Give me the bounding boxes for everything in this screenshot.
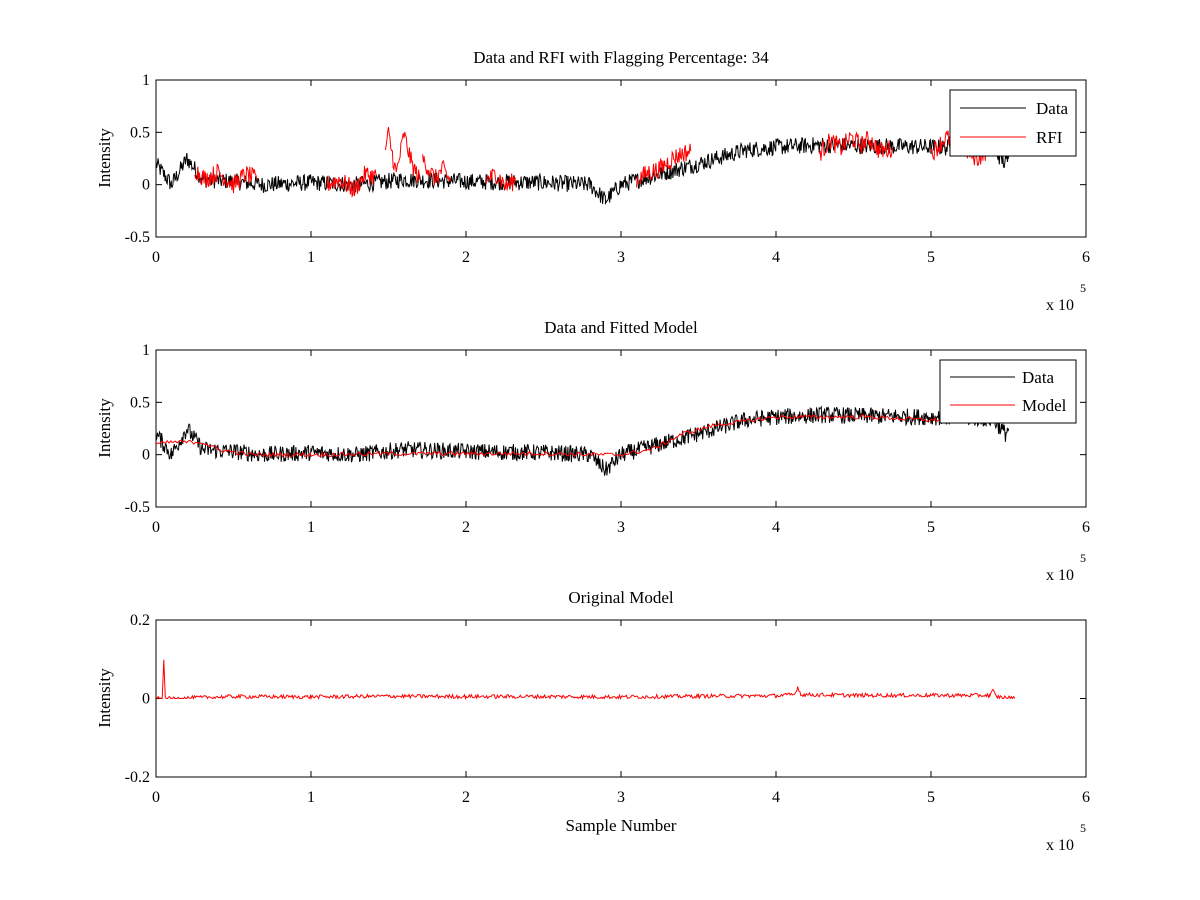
x-exponent: 5 xyxy=(1080,281,1086,295)
series-line-data xyxy=(156,136,1009,206)
series-group xyxy=(156,405,1009,476)
y-tick-label: -0.5 xyxy=(125,499,150,516)
rfi-segment xyxy=(818,131,893,161)
rfi-segment xyxy=(422,154,451,186)
x-tick-label: 2 xyxy=(462,789,470,806)
legend: Data Model xyxy=(939,359,1077,424)
x-tick-label: 0 xyxy=(152,519,160,536)
y-tick-label: 0.2 xyxy=(130,612,150,629)
x-tick-label: 1 xyxy=(307,249,315,266)
rfi-segment xyxy=(384,127,420,183)
axes-box xyxy=(155,79,1087,238)
x-multiplier: x 10 xyxy=(1046,837,1074,854)
y-tick-label: 0.5 xyxy=(130,124,150,141)
series-group xyxy=(156,659,1016,701)
y-tick-label: 0 xyxy=(142,691,150,708)
series-line-model xyxy=(156,414,963,458)
legend-box xyxy=(939,359,1077,424)
y-tick-label: -0.5 xyxy=(125,229,150,246)
rfi-segment xyxy=(326,165,377,199)
x-tick-label: 6 xyxy=(1082,519,1090,536)
y-tick-label: 0 xyxy=(142,177,150,194)
plot-area: 0 1 2 3 4 5 6-0.500.51 xyxy=(125,342,1090,536)
legend: Data RFI xyxy=(949,89,1077,157)
rfi-segment xyxy=(485,168,517,192)
panel-title: Data and RFI with Flagging Percentage: 3… xyxy=(473,48,769,67)
y-tick-label: 0.5 xyxy=(130,394,150,411)
x-tick-label: 4 xyxy=(772,789,780,806)
x-tick-label: 3 xyxy=(617,789,625,806)
plot-area: 0 1 2 3 4 5 6-0.200.2 xyxy=(125,612,1090,806)
y-tick-label: 0 xyxy=(142,447,150,464)
y-tick-label: 1 xyxy=(142,342,150,359)
x-exponent: 5 xyxy=(1080,551,1086,565)
series-line-model xyxy=(156,659,1016,701)
x-tick-label: 3 xyxy=(617,249,625,266)
y-axis-label: Intensity xyxy=(95,128,114,188)
rfi-panel: Data and RFI with Flagging Percentage: 3… xyxy=(95,48,1090,314)
series-line-data xyxy=(156,405,1009,476)
panel-title: Original Model xyxy=(568,588,674,607)
fitted-model-panel: Data and Fitted Model 0 1 2 3 4 5 6-0.500.51 I… xyxy=(95,318,1090,584)
x-tick-label: 6 xyxy=(1082,789,1090,806)
legend-label-model: Model xyxy=(1022,396,1067,415)
x-tick-label: 0 xyxy=(152,789,160,806)
x-tick-label: 5 xyxy=(927,519,935,536)
legend-box xyxy=(949,89,1077,157)
original-model-panel: Original Model 0 1 2 3 4 5 6-0.200.2 Intensity… xyxy=(95,588,1090,854)
y-axis-label: Intensity xyxy=(95,668,114,728)
y-axis-label: Intensity xyxy=(95,398,114,458)
x-tick-label: 0 xyxy=(152,249,160,266)
plot-area: 0 1 2 3 4 5 6-0.500.51 xyxy=(125,72,1090,266)
axes-box xyxy=(155,349,1087,508)
x-tick-label: 4 xyxy=(772,249,780,266)
x-tick-label: 4 xyxy=(772,519,780,536)
x-axis-label: Sample Number xyxy=(566,816,677,835)
rfi-segment xyxy=(636,143,692,188)
legend-label-data: Data xyxy=(1022,368,1055,387)
x-tick-label: 5 xyxy=(927,249,935,266)
x-tick-label: 1 xyxy=(307,789,315,806)
rfi-segment xyxy=(194,163,258,194)
panel-title: Data and Fitted Model xyxy=(544,318,698,337)
x-multiplier: x 10 xyxy=(1046,297,1074,314)
legend-label-data: Data xyxy=(1036,99,1069,118)
x-tick-label: 6 xyxy=(1082,249,1090,266)
x-exponent: 5 xyxy=(1080,821,1086,835)
x-tick-label: 5 xyxy=(927,789,935,806)
x-tick-label: 2 xyxy=(462,519,470,536)
x-tick-label: 1 xyxy=(307,519,315,536)
x-tick-label: 3 xyxy=(617,519,625,536)
x-multiplier: x 10 xyxy=(1046,567,1074,584)
legend-label-rfi: RFI xyxy=(1036,128,1063,147)
y-tick-label: -0.2 xyxy=(125,769,150,786)
y-tick-label: 1 xyxy=(142,72,150,89)
x-tick-label: 2 xyxy=(462,249,470,266)
